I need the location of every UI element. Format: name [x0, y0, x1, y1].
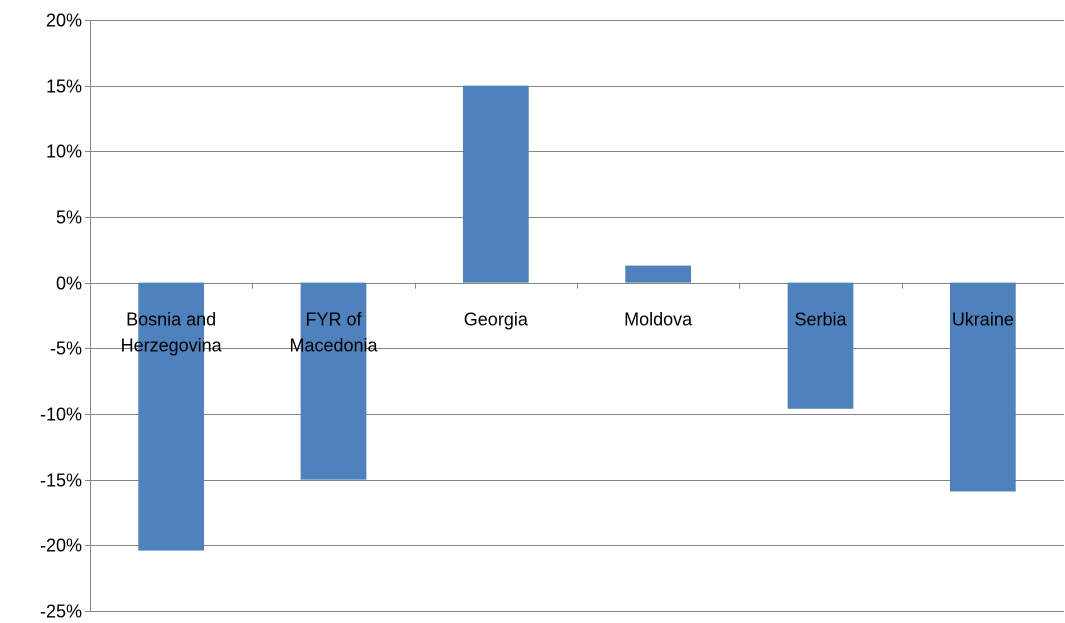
y-tick-labels: 20% 15% 10% 5% 0% -5% -10% -15% -20% -25% — [40, 11, 82, 622]
y-tick-label: -15% — [40, 471, 82, 491]
bar-5 — [949, 282, 1016, 492]
category-label: Herzegovina — [121, 336, 223, 356]
category-label: FYR of — [305, 310, 362, 330]
y-tick-label: -10% — [40, 405, 82, 425]
category-label: Bosnia and — [126, 310, 216, 330]
y-tick-label: 10% — [46, 142, 82, 162]
bar-4 — [787, 282, 854, 409]
y-tick-label: 15% — [46, 77, 82, 97]
y-tick-label: 20% — [46, 11, 82, 31]
category-label: Macedonia — [289, 336, 378, 356]
bar-3 — [625, 265, 692, 283]
bar-1 — [300, 282, 367, 480]
bars — [138, 85, 1016, 551]
category-label: Moldova — [624, 310, 693, 330]
y-tick-label: -25% — [40, 602, 82, 622]
gridlines — [90, 20, 1064, 612]
bar-0 — [138, 282, 205, 551]
y-tick-label: -5% — [50, 339, 82, 359]
category-labels: Bosnia and Herzegovina FYR of Macedonia Geor… — [121, 310, 1014, 356]
category-label: Georgia — [464, 310, 529, 330]
y-tick-label: 0% — [56, 274, 82, 294]
y-tick-label: -20% — [40, 536, 82, 556]
bar-2 — [462, 85, 529, 283]
category-label: Ukraine — [952, 310, 1014, 330]
y-tick-label: 5% — [56, 208, 82, 228]
category-label: Serbia — [794, 310, 847, 330]
axes — [85, 20, 903, 612]
